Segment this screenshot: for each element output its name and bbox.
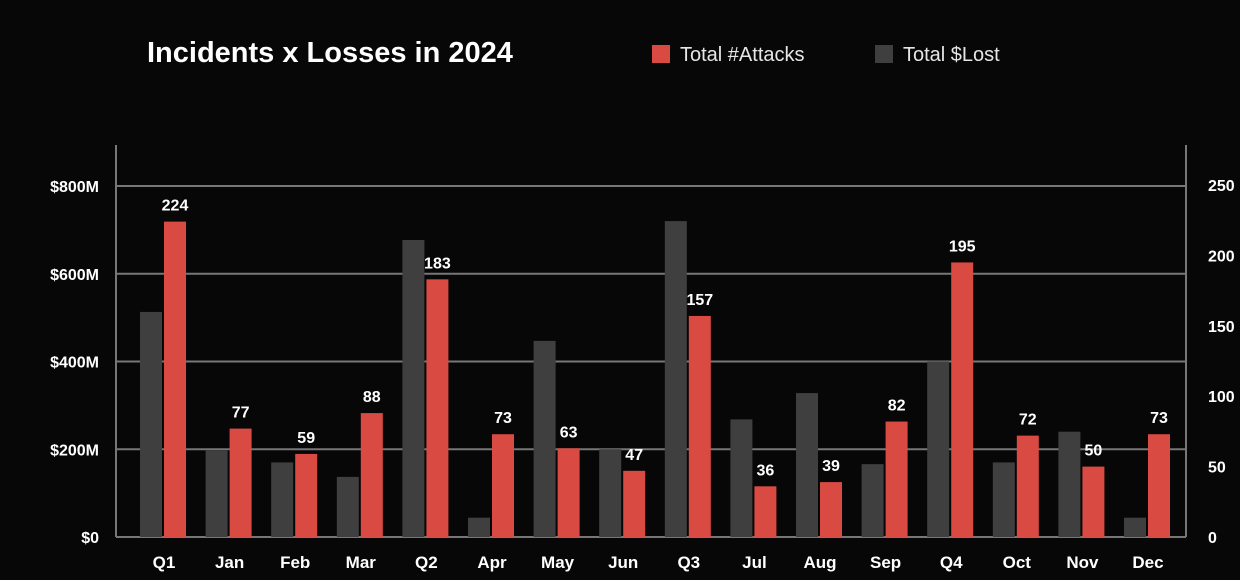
- legend-label-attacks: Total #Attacks: [680, 44, 805, 66]
- data-label-attacks: 73: [1150, 410, 1168, 427]
- data-label-attacks: 77: [232, 405, 250, 422]
- x-tick-label: Jan: [215, 553, 244, 572]
- bar-total-lost: [927, 361, 950, 537]
- bars: [140, 221, 1170, 537]
- data-label-attacks: 82: [888, 398, 906, 415]
- x-tick-label: Q1: [153, 553, 176, 572]
- y-right-tick-label: 50: [1208, 460, 1226, 477]
- legend-swatch-attacks: [652, 45, 670, 63]
- y-left-tick-label: $0: [81, 530, 99, 547]
- y-right-tick-label: 100: [1208, 389, 1235, 406]
- x-tick-label: Jun: [608, 553, 638, 572]
- x-tick-label: Dec: [1132, 553, 1163, 572]
- bar-total-attacks: [754, 486, 777, 537]
- data-label-attacks: 72: [1019, 412, 1037, 429]
- y-left-tick-label: $600M: [50, 267, 99, 284]
- y-right-tick-label: 250: [1208, 178, 1235, 195]
- data-label-attacks: 36: [757, 462, 775, 479]
- bar-total-attacks: [1082, 466, 1105, 537]
- data-label-attacks: 59: [297, 430, 315, 447]
- chart-title: Incidents x Losses in 2024: [147, 37, 513, 69]
- data-label-attacks: 50: [1085, 443, 1103, 460]
- bar-total-lost: [730, 419, 753, 537]
- x-tick-label: Sep: [870, 553, 901, 572]
- y-left-tick-label: $800M: [50, 179, 99, 196]
- y-right-tick-label: 150: [1208, 319, 1235, 336]
- data-label-attacks: 88: [363, 389, 381, 406]
- bar-total-attacks: [557, 448, 580, 537]
- x-tick-label: Apr: [477, 553, 507, 572]
- bar-total-lost: [796, 393, 818, 537]
- x-tick-label: Q3: [677, 553, 700, 572]
- legend-label-lost: Total $Lost: [903, 44, 1000, 66]
- bar-total-lost: [271, 462, 294, 537]
- data-label-attacks: 195: [949, 238, 976, 255]
- x-tick-label: Q2: [415, 553, 438, 572]
- bar-total-lost: [205, 450, 228, 537]
- bar-total-lost: [992, 462, 1015, 537]
- bar-total-lost: [402, 239, 425, 537]
- x-tick-label: May: [541, 553, 575, 572]
- bar-total-attacks: [885, 421, 908, 537]
- data-label-attacks: 157: [686, 292, 713, 309]
- y-left-tick-label: $400M: [50, 355, 99, 372]
- bar-total-attacks: [951, 262, 974, 537]
- legend: Total #Attacks Total $Lost: [652, 44, 1000, 66]
- bar-total-attacks: [623, 470, 646, 537]
- bar-total-lost: [664, 221, 687, 537]
- x-tick-label: Nov: [1066, 553, 1099, 572]
- data-label-attacks: 183: [424, 255, 451, 272]
- bar-total-attacks: [1016, 435, 1039, 537]
- bar-total-lost: [533, 340, 556, 537]
- data-label-attacks: 63: [560, 424, 578, 441]
- x-tick-label: Aug: [803, 553, 836, 572]
- y-left-tick-label: $200M: [50, 442, 99, 459]
- bar-total-lost: [1058, 431, 1081, 537]
- bar-total-lost: [861, 464, 884, 537]
- bar-total-attacks: [164, 221, 186, 537]
- bar-total-lost: [336, 476, 359, 537]
- data-label-attacks: 224: [162, 198, 189, 215]
- bar-total-lost: [599, 449, 622, 537]
- x-tick-label: Oct: [1003, 553, 1032, 572]
- bar-total-lost: [468, 517, 490, 537]
- bar-total-attacks: [688, 315, 711, 537]
- data-label-attacks: 73: [494, 410, 512, 427]
- bar-total-lost: [140, 311, 162, 537]
- legend-swatch-lost: [875, 45, 893, 63]
- data-labels: 224 77 59 88 183 73 63 47 157 36 39 82 195 72 50 73: [162, 198, 1168, 480]
- bar-total-attacks: [295, 453, 318, 537]
- bar-total-attacks: [492, 434, 514, 537]
- x-tick-label: Jul: [742, 553, 767, 572]
- bar-total-attacks: [360, 413, 383, 537]
- bar-total-attacks: [229, 428, 252, 537]
- gridlines: [116, 185, 1186, 451]
- y-right-tick-label: 200: [1208, 248, 1235, 265]
- data-label-attacks: 47: [625, 447, 643, 464]
- y-right-tick-label: 0: [1208, 530, 1217, 547]
- bar-total-lost: [1124, 517, 1146, 537]
- x-tick-label: Mar: [346, 553, 377, 572]
- data-label-attacks: 39: [822, 458, 840, 475]
- bar-total-attacks: [426, 279, 449, 537]
- bar-total-attacks: [1148, 434, 1170, 537]
- tick-labels: $0 $200M $400M $600M $800M 0 50 100 150 200 250 Q1 J…: [50, 178, 1235, 572]
- bar-total-attacks: [820, 482, 842, 537]
- x-tick-label: Feb: [280, 553, 310, 572]
- x-tick-label: Q4: [940, 553, 963, 572]
